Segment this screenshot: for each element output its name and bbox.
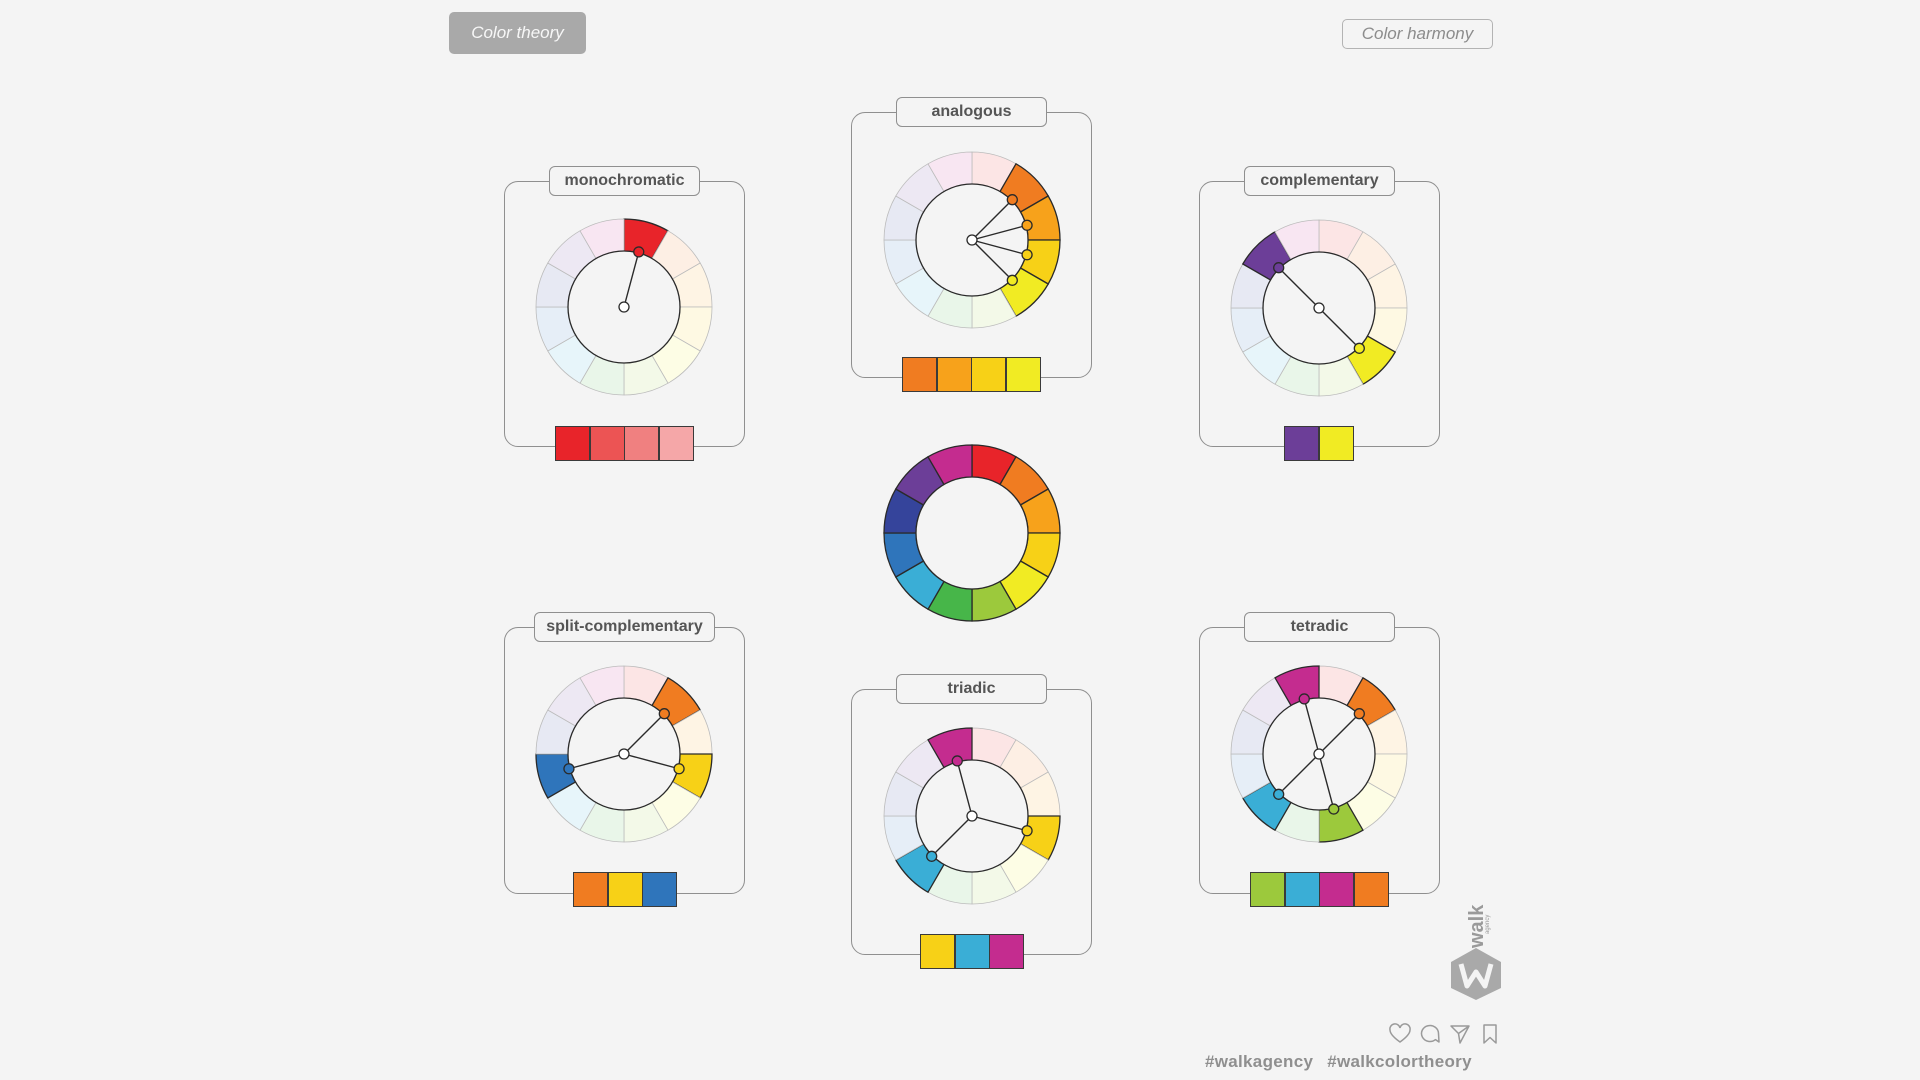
color-swatch-0 bbox=[1285, 427, 1318, 460]
heart-icon[interactable] bbox=[1388, 1022, 1412, 1046]
analogous-swatches bbox=[902, 357, 1041, 392]
color-swatch-1 bbox=[955, 935, 989, 968]
color-swatch-2 bbox=[990, 935, 1023, 968]
connector-line-1 bbox=[971, 815, 1028, 832]
connector-line-0 bbox=[956, 760, 973, 817]
color-swatch-0 bbox=[921, 935, 954, 968]
color-swatch-3 bbox=[659, 427, 693, 460]
color-swatch-0 bbox=[1251, 873, 1284, 906]
logo-text: walk bbox=[1466, 904, 1488, 949]
color-swatch-1 bbox=[937, 358, 971, 391]
tetradic-title: tetradic bbox=[1244, 612, 1395, 642]
color-marker-3 bbox=[1006, 274, 1018, 286]
color-swatch-0 bbox=[556, 427, 589, 460]
hashtags: #walkagency #walkcolortheory bbox=[1205, 1052, 1486, 1072]
connector-line-2 bbox=[568, 753, 625, 770]
color-swatch-3 bbox=[1006, 358, 1040, 391]
color-marker-1 bbox=[1021, 825, 1033, 837]
complementary-title: complementary bbox=[1244, 166, 1395, 196]
color-swatch-1 bbox=[608, 873, 642, 906]
connector-line-3 bbox=[1278, 753, 1320, 795]
color-marker-3 bbox=[1273, 788, 1285, 800]
color-marker-0 bbox=[1273, 262, 1285, 274]
color-swatch-2 bbox=[643, 873, 676, 906]
wheel-inner-circle bbox=[915, 476, 1029, 590]
color-swatch-2 bbox=[972, 358, 1005, 391]
connector-line-0 bbox=[623, 713, 665, 755]
monochromatic-swatches bbox=[555, 426, 694, 461]
color-marker-1 bbox=[1021, 219, 1033, 231]
center-hub bbox=[966, 234, 978, 246]
split-complementary-title: split-complementary bbox=[534, 612, 715, 642]
connector-line-0 bbox=[623, 251, 640, 308]
hashtag-walkcolortheory[interactable]: #walkcolortheory bbox=[1327, 1052, 1472, 1071]
connector-line-0 bbox=[1278, 267, 1320, 309]
analogous-wheel bbox=[883, 151, 1061, 329]
color-wheel bbox=[883, 444, 1061, 622]
color-swatch-1 bbox=[1285, 873, 1319, 906]
color-marker-0 bbox=[1298, 693, 1310, 705]
split-complementary-swatches bbox=[573, 872, 677, 907]
connector-line-2 bbox=[931, 815, 973, 857]
color-swatch-3 bbox=[1354, 873, 1388, 906]
connector-line-2 bbox=[1318, 753, 1335, 810]
color-swatch-0 bbox=[574, 873, 607, 906]
connector-line-3 bbox=[971, 239, 1013, 281]
connector-line-1 bbox=[623, 753, 680, 770]
color-marker-2 bbox=[1328, 803, 1340, 815]
color-marker-1 bbox=[1353, 708, 1365, 720]
connector-line-1 bbox=[1318, 307, 1360, 349]
color-marker-1 bbox=[673, 763, 685, 775]
comment-icon[interactable] bbox=[1418, 1022, 1442, 1046]
color-marker-0 bbox=[658, 708, 670, 720]
center-hub bbox=[618, 301, 630, 313]
complementary-swatches bbox=[1284, 426, 1354, 461]
center-hub bbox=[618, 748, 630, 760]
color-marker-2 bbox=[926, 850, 938, 862]
connector-line-0 bbox=[1303, 698, 1320, 755]
triadic-wheel bbox=[883, 727, 1061, 905]
complementary-wheel bbox=[1230, 219, 1408, 397]
hashtag-walkagency[interactable]: #walkagency bbox=[1205, 1052, 1314, 1071]
color-marker-0 bbox=[633, 246, 645, 258]
connector-line-0 bbox=[971, 199, 1013, 241]
bookmark-icon[interactable] bbox=[1478, 1022, 1502, 1046]
monochromatic-title: monochromatic bbox=[549, 166, 700, 196]
center-hub bbox=[1313, 302, 1325, 314]
monochromatic-wheel bbox=[535, 218, 713, 396]
color-marker-1 bbox=[1353, 342, 1365, 354]
split-complementary-wheel bbox=[535, 665, 713, 843]
center-hub bbox=[1313, 748, 1325, 760]
triadic-swatches bbox=[920, 934, 1024, 969]
logo-subtext: agency bbox=[1485, 915, 1491, 934]
tetradic-swatches bbox=[1250, 872, 1389, 907]
color-marker-2 bbox=[563, 763, 575, 775]
post-actions bbox=[1388, 1022, 1502, 1046]
triadic-title: triadic bbox=[896, 674, 1047, 704]
color-marker-0 bbox=[1006, 194, 1018, 206]
color-theory-tag: Color theory bbox=[449, 12, 586, 54]
center-hub bbox=[966, 810, 978, 822]
tetradic-wheel bbox=[1230, 665, 1408, 843]
color-swatch-2 bbox=[1320, 873, 1353, 906]
walk-logo: walk agency bbox=[1451, 904, 1501, 1000]
connector-line-2 bbox=[971, 239, 1028, 256]
color-marker-2 bbox=[1021, 249, 1033, 261]
connector-line-1 bbox=[1318, 713, 1360, 755]
analogous-title: analogous bbox=[896, 97, 1047, 127]
color-swatch-1 bbox=[1319, 427, 1353, 460]
color-swatch-2 bbox=[625, 427, 658, 460]
share-icon[interactable] bbox=[1448, 1022, 1472, 1046]
color-harmony-tag: Color harmony bbox=[1342, 19, 1493, 49]
color-swatch-1 bbox=[590, 427, 624, 460]
color-marker-0 bbox=[951, 755, 963, 767]
connector-line-1 bbox=[971, 224, 1028, 241]
color-swatch-0 bbox=[903, 358, 936, 391]
